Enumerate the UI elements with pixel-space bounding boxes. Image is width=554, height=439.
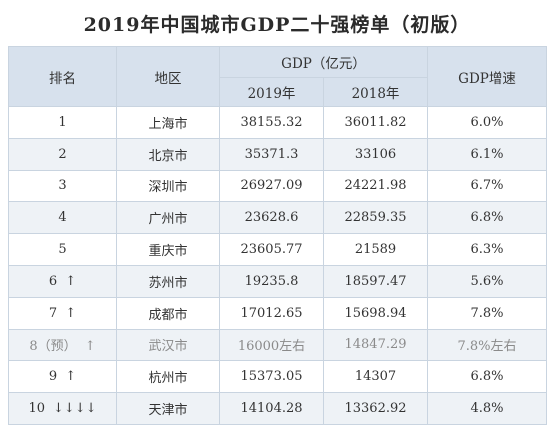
region-cell: 重庆市 [116,233,220,266]
growth-cell: 6.8% [427,360,548,394]
rank-value: 10 [28,401,45,417]
rank-value: 6 [48,273,58,289]
rank-value: 3 [58,178,67,194]
region-cell: 武汉市 [116,328,220,362]
rank-value: 5 [58,242,67,258]
gdp-2018-cell: 24221.98 [322,169,429,203]
rank-change-icon: ↑ [65,305,77,321]
header-year-2018: 2018年 [322,77,429,107]
gdp-2019-cell: 16000左右 [219,328,324,362]
table-row: 7 ↑ 成都市 17012.65 15698.94 7.8% [8,296,548,330]
header-rank: 排名 [8,46,117,107]
rank-change-icon: ↓↓↓↓ [52,401,97,417]
table-row: 3 深圳市 26927.09 24221.98 6.7% [8,169,548,203]
table-row: 6 ↑ 苏州市 19235.8 18597.47 5.6% [8,264,548,298]
gdp-2018-cell: 21589 [322,233,429,266]
growth-cell: 5.6% [427,264,548,298]
rank-cell: 2 [8,137,117,171]
gdp-2019-cell: 35371.3 [219,137,324,171]
rank-cell: 8（预） ↑ [8,328,117,362]
growth-cell: 7.8%左右 [427,328,548,362]
rank-change-icon: ↑ [65,273,77,289]
table-row: 2 北京市 35371.3 33106 6.1% [8,137,548,171]
table-row: 9 ↑ 杭州市 15373.05 14307 6.8% [8,360,548,394]
header-growth: GDP增速 [427,46,548,107]
gdp-2018-cell: 15698.94 [322,296,429,330]
growth-cell: 6.3% [427,233,548,266]
table-title: 2019年中国城市GDP二十强榜单（初版） [83,13,471,36]
rank-cell: 1 [8,106,117,139]
rank-change-icon: ↑ [84,339,96,355]
rank-cell: 3 [8,169,117,203]
table-row: 4 广州市 23628.6 22859.35 6.8% [8,201,548,235]
rank-cell: 9 ↑ [8,360,117,394]
growth-cell: 4.8% [427,392,548,425]
table-row: 10 ↓↓↓↓ 天津市 14104.28 13362.92 4.8% [8,392,548,425]
table-header: 排名 地区 GDP（亿元） GDP增速 2019年 2018年 [8,46,548,107]
region-cell: 苏州市 [116,264,220,298]
gdp-2019-cell: 23605.77 [219,233,324,266]
rank-cell: 7 ↑ [8,296,117,330]
growth-cell: 6.1% [427,137,548,171]
gdp-2019-cell: 15373.05 [219,360,324,394]
growth-cell: 7.8% [427,296,548,330]
gdp-2018-cell: 18597.47 [322,264,429,298]
rank-cell: 6 ↑ [8,264,117,298]
table-row: 8（预） ↑ 武汉市 16000左右 14847.29 7.8%左右 [8,328,548,362]
rank-value: 4 [58,210,67,226]
gdp-ranking-table: 排名 地区 GDP（亿元） GDP增速 2019年 2018年 1 上海市 3815… [8,46,548,425]
rank-change-icon: ↑ [65,369,77,385]
gdp-2019-cell: 23628.6 [219,201,324,235]
region-cell: 天津市 [116,392,220,425]
gdp-2019-cell: 17012.65 [219,296,324,330]
gdp-2019-cell: 19235.8 [219,264,324,298]
region-cell: 成都市 [116,296,220,330]
rank-cell: 4 [8,201,117,235]
rank-value: 8（预） [29,339,77,355]
gdp-2018-cell: 33106 [322,137,429,171]
gdp-2018-cell: 22859.35 [322,201,429,235]
table-body: 1 上海市 38155.32 36011.82 6.0% 2 北京市 35371.3 33106… [8,106,548,425]
region-cell: 深圳市 [116,169,220,203]
gdp-2019-cell: 38155.32 [219,106,324,139]
gdp-2018-cell: 36011.82 [322,106,429,139]
gdp-2019-cell: 26927.09 [219,169,324,203]
growth-cell: 6.0% [427,106,548,139]
header-gdp-group: GDP（亿元） [218,46,429,78]
region-cell: 广州市 [116,201,220,235]
rank-cell: 10 ↓↓↓↓ [8,392,117,425]
growth-cell: 6.8% [427,201,548,235]
rank-value: 1 [58,114,67,130]
gdp-2018-cell: 14307 [322,360,429,394]
header-region: 地区 [116,46,220,107]
table-row: 1 上海市 38155.32 36011.82 6.0% [8,106,548,139]
rank-value: 9 [48,369,58,385]
region-cell: 上海市 [116,106,220,139]
gdp-2019-cell: 14104.28 [219,392,324,425]
rank-value: 2 [58,146,67,162]
growth-cell: 6.7% [427,169,548,203]
table-row: 5 重庆市 23605.77 21589 6.3% [8,233,548,266]
region-cell: 杭州市 [116,360,220,394]
header-year-2019: 2019年 [219,77,324,107]
region-cell: 北京市 [116,137,220,171]
rank-value: 7 [48,305,58,321]
gdp-2018-cell: 13362.92 [322,392,429,425]
gdp-2018-cell: 14847.29 [322,328,429,362]
rank-cell: 5 [8,233,117,266]
